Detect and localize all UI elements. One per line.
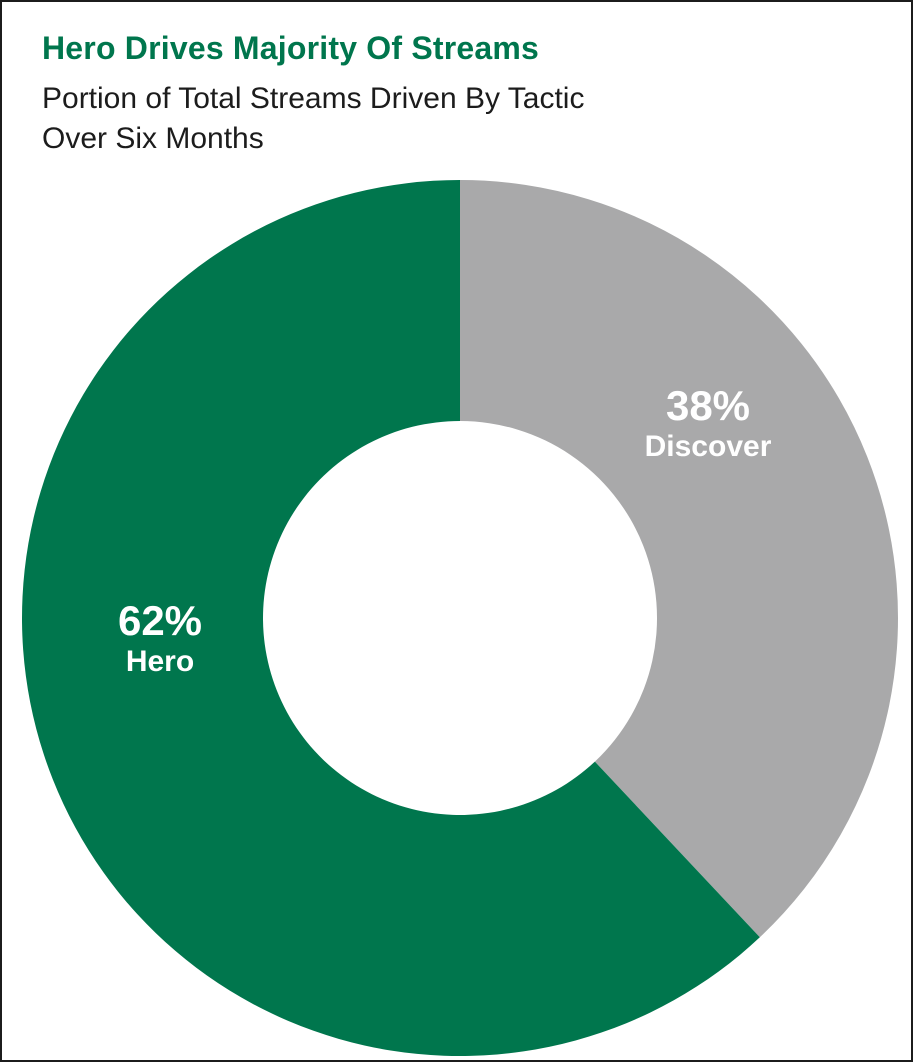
chart-subtitle-line-2: Over Six Months [42, 122, 264, 155]
chart-subtitle: Portion of Total Streams Driven By Tacti… [42, 79, 881, 159]
chart-header: Hero Drives Majority Of Streams Portion … [42, 30, 881, 159]
chart-title: Hero Drives Majority Of Streams [42, 30, 540, 66]
slice-discover [460, 180, 899, 938]
slice-hero [22, 180, 760, 1056]
chart-subtitle-line-1: Portion of Total Streams Driven By Tacti… [42, 82, 585, 115]
